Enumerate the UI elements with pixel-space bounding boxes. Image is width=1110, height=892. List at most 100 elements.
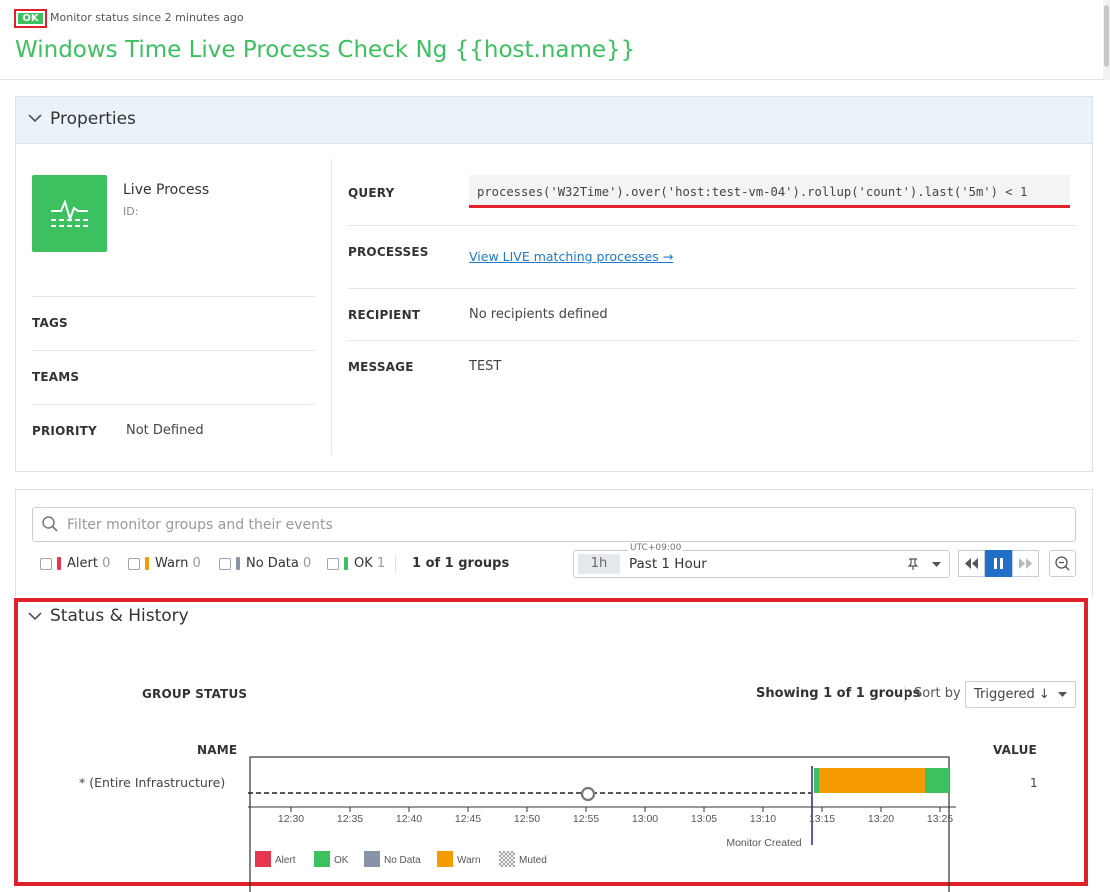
tags-label: TAGS <box>32 316 68 330</box>
status-timeline[interactable]: 12:30 12:35 12:40 12:45 12:50 12:55 13:00 13:05… <box>240 752 970 892</box>
x-tick-label: 12:40 <box>396 813 422 825</box>
legend-label: No Data <box>384 855 421 866</box>
rewind-button[interactable] <box>958 550 985 577</box>
zoom-out-button[interactable] <box>1049 550 1076 577</box>
pin-icon[interactable] <box>906 557 920 575</box>
alert-filter-label[interactable]: Alert 0 <box>67 556 111 571</box>
legend-label: Muted <box>519 855 547 866</box>
x-tick-label: 12:55 <box>573 813 599 825</box>
view-live-processes-link[interactable]: View LIVE matching processes → <box>469 249 674 264</box>
legend-swatch <box>255 851 271 867</box>
query-label: QUERY <box>348 186 395 200</box>
divider <box>32 350 315 351</box>
sort-select[interactable] <box>965 681 1076 708</box>
divider <box>32 296 315 297</box>
scrollbar-thumb[interactable] <box>1104 5 1109 67</box>
nodata-checkbox[interactable] <box>219 558 231 570</box>
divider <box>32 404 315 405</box>
monitor-created-label: Monitor Created <box>726 837 801 849</box>
sort-by-label: Sort by <box>914 686 961 701</box>
status-since: Monitor status since 2 minutes ago <box>50 11 244 24</box>
time-range-selector[interactable] <box>573 550 950 578</box>
x-tick-label: 12:50 <box>514 813 540 825</box>
legend-swatch <box>314 851 330 867</box>
time-range-value: Past 1 Hour <box>629 556 707 572</box>
x-tick-label: 12:45 <box>455 813 481 825</box>
fast-forward-button[interactable] <box>1012 550 1039 577</box>
divider <box>348 225 1076 226</box>
showing-groups: Showing 1 of 1 groups <box>756 686 921 701</box>
group-row-name[interactable]: * (Entire Infrastructure) <box>79 775 226 790</box>
nodata-color-bar <box>236 557 240 570</box>
x-tick-label: 13:15 <box>809 813 835 825</box>
chevron-down-icon[interactable] <box>931 559 942 574</box>
search-icon <box>41 515 59 537</box>
timeline-frame <box>249 756 950 892</box>
x-axis-ticks: 12:30 12:35 12:40 12:45 12:50 12:55 13:00 13:05… <box>278 807 953 825</box>
pause-button[interactable] <box>985 550 1012 577</box>
x-tick-label: 13:10 <box>750 813 776 825</box>
sort-select-value: Triggered ↓ <box>974 687 1050 702</box>
name-column-header: NAME <box>197 743 238 757</box>
properties-panel <box>15 96 1093 472</box>
properties-title: Properties <box>50 109 136 129</box>
x-tick-label: 12:30 <box>278 813 304 825</box>
status-history-title: Status & History <box>50 606 189 626</box>
legend-label: OK <box>334 855 349 866</box>
live-process-icon <box>32 175 107 252</box>
legend-swatch <box>437 851 453 867</box>
time-short-badge: 1h <box>578 554 620 574</box>
ok-filter-label[interactable]: OK 1 <box>354 556 386 571</box>
teams-label: TEAMS <box>32 370 80 384</box>
legend-swatch <box>499 851 515 867</box>
groups-count: 1 of 1 groups <box>412 556 510 571</box>
x-tick-label: 12:35 <box>337 813 363 825</box>
ok-color-bar <box>344 557 348 570</box>
divider <box>904 686 905 703</box>
alert-checkbox[interactable] <box>40 558 52 570</box>
legend-label: Alert <box>275 855 296 866</box>
group-status-label: GROUP STATUS <box>142 687 248 701</box>
priority-value: Not Defined <box>126 423 204 438</box>
monitor-header <box>0 0 1110 80</box>
message-label: MESSAGE <box>348 360 414 374</box>
chevron-down-icon[interactable] <box>27 608 43 628</box>
nodata-filter-label[interactable]: No Data 0 <box>246 556 312 571</box>
chevron-down-icon[interactable] <box>1057 689 1068 704</box>
timezone-label: UTC+09:00 <box>628 543 684 553</box>
processes-label: PROCESSES <box>348 245 429 259</box>
warn-checkbox[interactable] <box>128 558 140 570</box>
alert-color-bar <box>57 557 61 570</box>
group-row-value: 1 <box>1030 776 1038 790</box>
warn-filter-label[interactable]: Warn 0 <box>155 556 201 571</box>
recipient-label: RECIPIENT <box>348 308 421 322</box>
vertical-divider <box>331 159 332 455</box>
chevron-down-icon[interactable] <box>27 110 43 130</box>
monitor-id-label: ID: <box>123 205 139 218</box>
ok-segment <box>925 768 949 793</box>
ok-segment <box>814 768 819 793</box>
x-tick-label: 13:20 <box>868 813 894 825</box>
page-title: Windows Time Live Process Check Ng {{hos… <box>15 37 636 63</box>
properties-header[interactable] <box>16 97 1092 144</box>
monitor-type: Live Process <box>123 182 210 198</box>
loading-indicator <box>580 786 596 802</box>
message-value: TEST <box>469 359 502 374</box>
warn-segment <box>819 768 925 793</box>
timeline-legend: Alert OK No Data Warn Muted <box>255 851 547 867</box>
search-input[interactable] <box>32 507 1076 542</box>
warn-color-bar <box>145 557 149 570</box>
divider <box>348 340 1076 341</box>
priority-label: PRIORITY <box>32 424 97 438</box>
x-tick-label: 13:05 <box>691 813 717 825</box>
divider <box>348 288 1076 289</box>
query-value: processes('W32Time').over('host:test-vm-… <box>477 185 1028 199</box>
legend-swatch <box>364 851 380 867</box>
ok-checkbox[interactable] <box>327 558 339 570</box>
search-placeholder: Filter monitor groups and their events <box>67 517 333 533</box>
status-history-panel <box>14 598 1088 886</box>
x-tick-label: 13:25 <box>927 813 953 825</box>
value-column-header: VALUE <box>993 743 1037 757</box>
recipient-value: No recipients defined <box>469 307 608 322</box>
x-tick-label: 13:00 <box>632 813 658 825</box>
